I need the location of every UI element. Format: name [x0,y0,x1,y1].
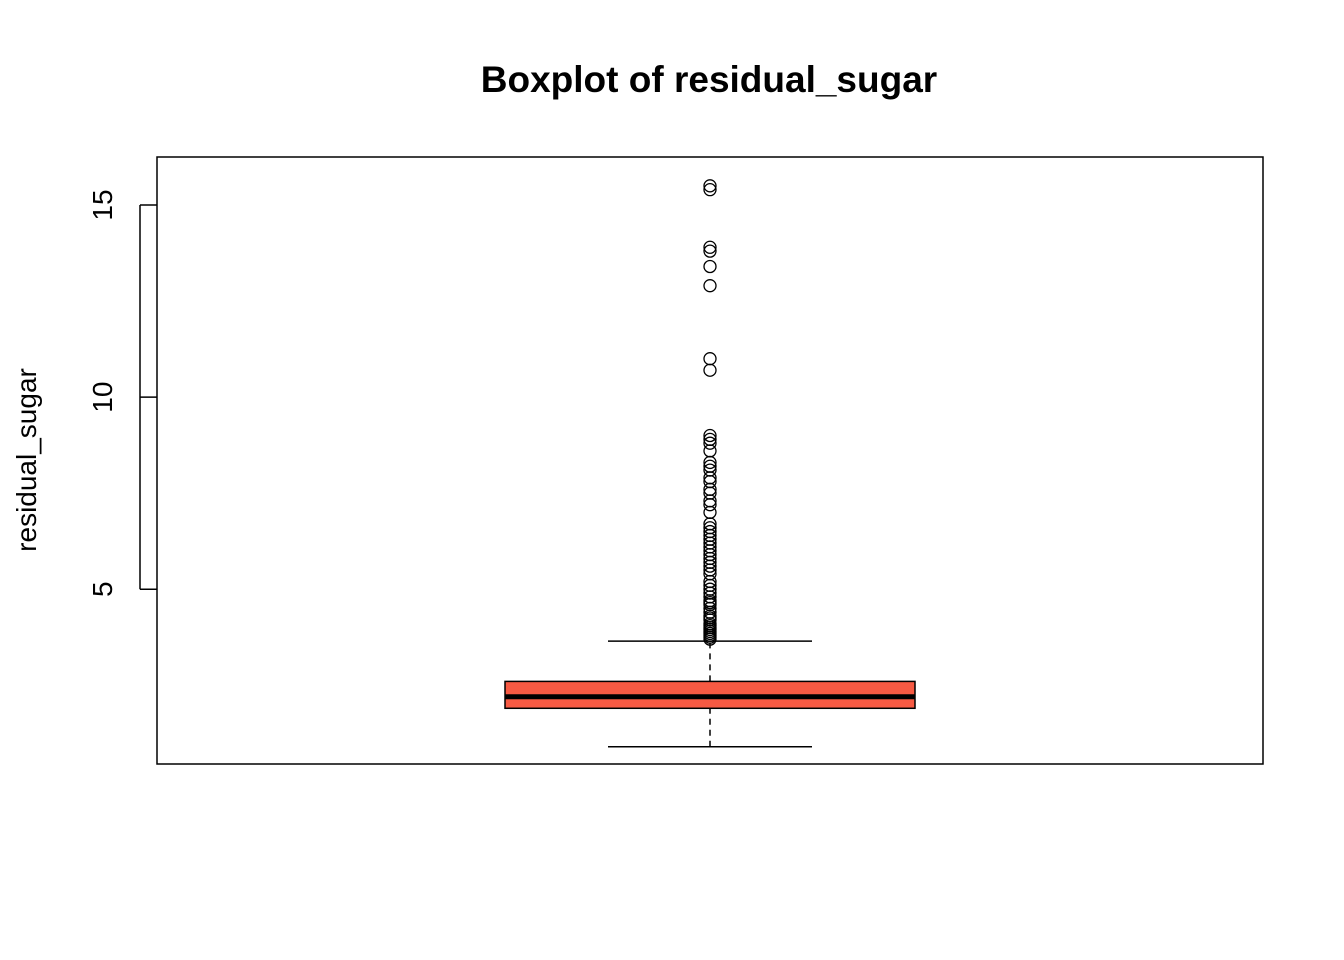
outlier-point [703,432,717,447]
y-tick-label: 15 [87,189,118,220]
y-axis-label: residual_sugar [11,368,42,552]
outlier-group [703,179,717,646]
y-tick-label: 10 [87,382,118,413]
outlier-point [703,352,717,366]
outlier-point [703,240,717,254]
plot-frame [156,156,1264,765]
chart-title: Boxplot of residual_sugar [481,59,937,100]
outlier-point [703,524,717,539]
outlier-point [703,244,717,258]
outlier-point [703,521,717,535]
outlier-point [703,279,717,293]
outlier-point [703,459,717,473]
box-group [504,640,916,748]
outlier-point [703,259,717,274]
y-tick-label: 5 [87,581,118,597]
outlier-point [703,428,717,443]
outlier-point [703,183,717,197]
outlier-point [703,436,717,450]
outlier-point [703,179,717,193]
outlier-point [703,363,717,377]
y-axis: 5 10 15 [87,189,157,597]
outlier-point [703,463,717,477]
outlier-point [703,582,717,596]
